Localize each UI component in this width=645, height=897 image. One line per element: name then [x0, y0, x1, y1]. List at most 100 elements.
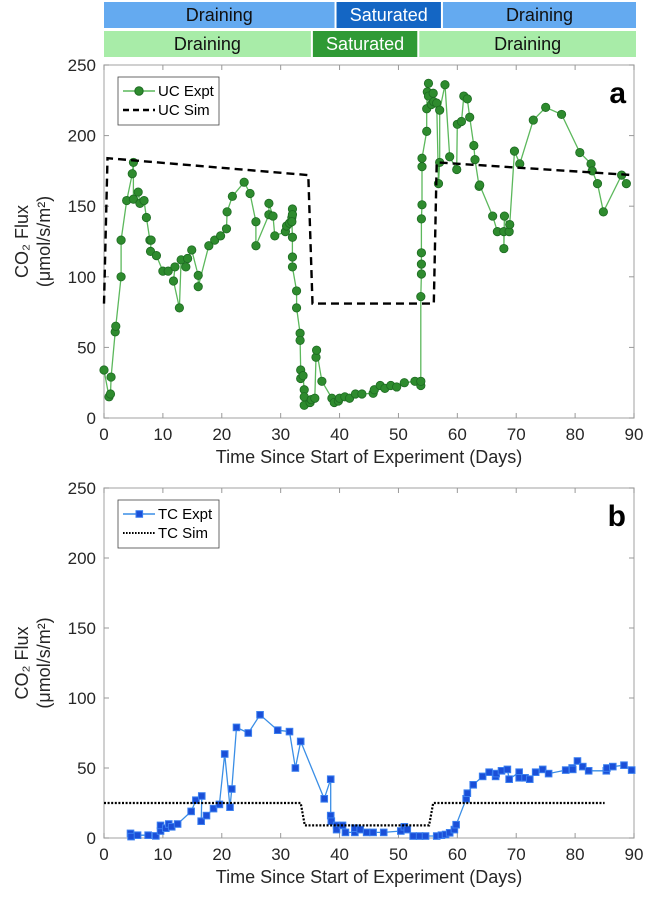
data-point-uc-expt [488, 211, 498, 221]
series-line-uc-expt [103, 83, 627, 407]
data-point-uc-expt [470, 155, 480, 165]
data-point-uc-expt [392, 382, 402, 392]
x-tick-label: 60 [448, 845, 467, 864]
data-point-tc-expt [505, 775, 513, 784]
data-point-uc-expt [193, 270, 203, 280]
series-line-tc-sim [104, 801, 605, 827]
band-label: Draining [186, 5, 253, 25]
data-point-uc-expt [621, 179, 631, 189]
data-point-uc-expt [251, 217, 261, 227]
data-point-tc-expt [296, 737, 305, 746]
data-point-uc-expt [251, 241, 261, 251]
data-point-uc-expt [317, 376, 327, 386]
data-point-uc-expt [499, 211, 510, 221]
data-point-tc-expt [202, 811, 211, 820]
data-point-uc-expt [416, 248, 427, 258]
data-point-tc-expt [362, 828, 371, 837]
y-tick-label: 150 [68, 619, 96, 638]
data-point-uc-expt [287, 217, 297, 227]
data-point-tc-expt [609, 762, 617, 771]
data-point-uc-expt [111, 321, 121, 331]
data-point-uc-expt [416, 376, 426, 386]
data-point-tc-expt [341, 828, 350, 837]
band-label: Draining [494, 34, 561, 54]
data-point-uc-expt [183, 253, 193, 264]
data-point-uc-expt [417, 162, 427, 172]
data-point-tc-expt [620, 761, 628, 770]
data-point-tc-expt [285, 727, 294, 736]
x-tick-label: 0 [99, 425, 108, 444]
data-point-uc-expt [193, 282, 203, 292]
y-tick-label: 0 [87, 829, 96, 848]
y-axis-label-line1: CO₂ Flux [12, 205, 32, 278]
x-tick-label: 70 [507, 425, 526, 444]
data-point-tc-expt [503, 765, 512, 774]
x-tick-label: 40 [330, 845, 349, 864]
series-line-uc-sim [102, 156, 633, 305]
data-point-uc-expt [311, 345, 322, 355]
data-point-uc-expt [587, 166, 597, 176]
x-tick-label: 10 [153, 425, 172, 444]
y-axis-label-line1: CO₂ Flux [12, 627, 32, 700]
data-point-uc-expt [499, 243, 509, 254]
data-point-uc-expt [417, 153, 427, 163]
data-point-tc-expt [326, 775, 335, 784]
data-point-uc-expt [268, 211, 278, 221]
data-point-tc-expt [369, 828, 377, 837]
data-point-tc-expt [173, 820, 182, 828]
data-point-uc-expt [556, 109, 567, 120]
data-point-tc-expt [127, 832, 135, 841]
band-top-draining [104, 2, 335, 28]
x-tick-label: 80 [566, 845, 585, 864]
data-point-uc-expt [598, 207, 608, 217]
data-point-uc-expt [475, 180, 485, 190]
band-label: Saturated [326, 34, 404, 54]
data-point-uc-expt [146, 235, 156, 245]
axes-box-a [103, 64, 635, 419]
data-point-tc-expt [485, 768, 493, 777]
data-point-uc-expt [216, 231, 226, 241]
data-point-tc-expt [187, 807, 195, 816]
data-point-tc-expt [525, 775, 534, 784]
data-point-uc-expt [462, 94, 472, 104]
data-point-uc-expt [416, 269, 427, 279]
data-point-uc-expt [423, 78, 434, 88]
x-tick-label: 50 [389, 845, 408, 864]
x-tick-label: 60 [448, 425, 467, 444]
band-top-saturated [336, 2, 441, 28]
data-point-uc-expt [141, 212, 151, 223]
data-point-uc-expt [422, 126, 432, 136]
data-point-uc-expt [151, 251, 162, 261]
data-point-uc-expt [99, 365, 109, 375]
legend-box [117, 499, 220, 549]
x-tick-label: 50 [389, 425, 408, 444]
legend-label-uc-sim: UC Sim [158, 102, 210, 119]
data-point-uc-expt [245, 188, 255, 199]
data-point-uc-expt [357, 389, 367, 399]
y-tick-label: 200 [68, 127, 96, 146]
data-point-tc-expt [320, 795, 329, 803]
data-point-tc-expt [226, 803, 234, 812]
x-tick-label: 80 [566, 425, 585, 444]
data-point-uc-expt [445, 152, 455, 162]
x-tick-label: 20 [212, 425, 231, 444]
data-point-uc-expt [575, 147, 585, 158]
data-point-uc-expt [428, 88, 438, 98]
data-point-tc-expt [133, 831, 142, 840]
data-point-uc-expt [264, 198, 274, 208]
x-tick-label: 70 [507, 845, 526, 864]
legend-box [117, 76, 220, 126]
data-point-uc-expt [174, 303, 184, 313]
band-bottom-saturated [312, 31, 418, 57]
data-point-uc-expt [456, 116, 467, 127]
data-point-uc-expt [528, 115, 538, 125]
y-tick-label: 50 [77, 759, 96, 778]
data-point-uc-expt [298, 371, 308, 381]
data-point-uc-expt [128, 194, 139, 204]
data-point-tc-expt [144, 831, 152, 840]
data-point-uc-expt [116, 235, 126, 245]
data-point-tc-expt [578, 762, 587, 771]
y-tick-label: 150 [68, 197, 96, 216]
legend-label-tc-expt: TC Expt [158, 506, 213, 523]
